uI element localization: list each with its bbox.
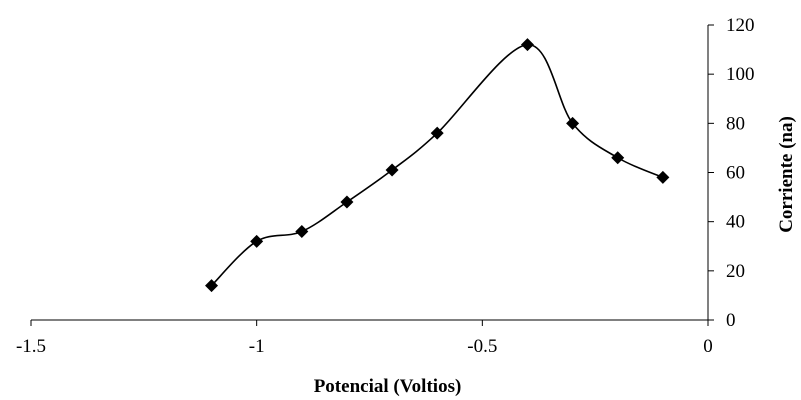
data-point-marker (385, 163, 399, 177)
x-tick-label: -1.5 (16, 336, 46, 357)
y-tick-label: 20 (726, 261, 745, 282)
y-tick-label: 100 (726, 64, 755, 85)
data-point-marker (250, 234, 264, 248)
y-tick-label: 80 (726, 113, 745, 134)
data-point-marker (430, 126, 444, 140)
y-tick-label: 60 (726, 163, 745, 184)
y-axis-title: Corriente (na) (776, 116, 797, 233)
series-line (210, 43, 664, 287)
x-tick-label: 0 (703, 336, 713, 357)
data-point-marker (205, 279, 219, 293)
x-axis-title: Potencial (Voltios) (314, 376, 462, 397)
plot-area (205, 38, 670, 293)
data-point-marker (340, 195, 354, 209)
y-tick-label: 0 (726, 310, 736, 331)
y-axis: 0 20 40 60 80 100 120 (707, 15, 755, 331)
data-point-marker (611, 151, 625, 165)
data-point-marker (566, 116, 580, 130)
data-point-marker (520, 38, 534, 52)
x-axis: -1.5 -1 -0.5 0 (16, 319, 713, 357)
data-point-marker (295, 225, 309, 238)
data-point-marker (656, 170, 670, 184)
x-tick-label: -0.5 (467, 336, 497, 357)
y-tick-label: 120 (726, 15, 755, 36)
y-tick-label: 40 (726, 212, 745, 233)
x-tick-label: -1 (249, 336, 265, 357)
